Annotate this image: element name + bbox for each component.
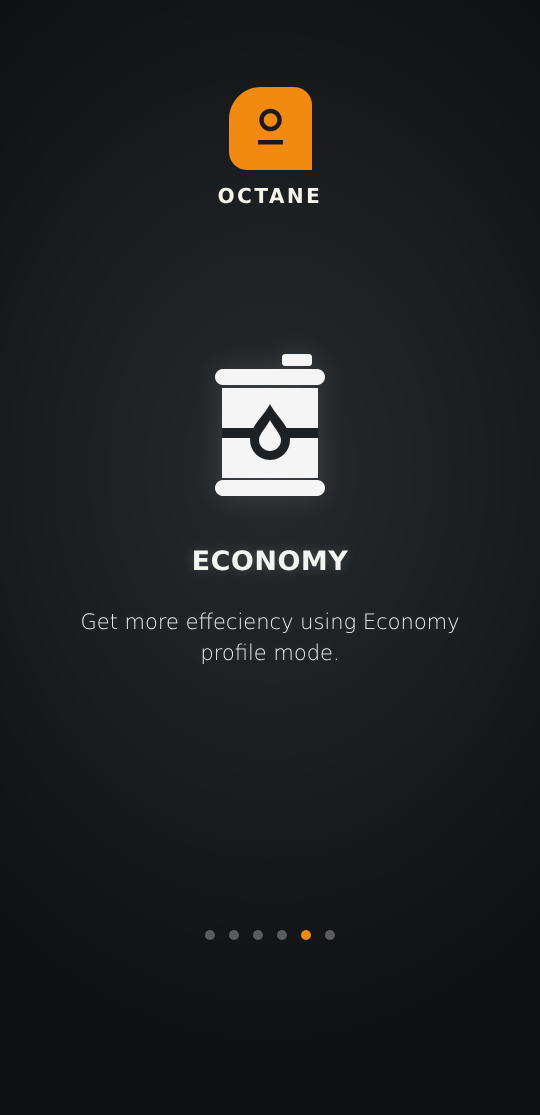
pagination-dots [0, 930, 540, 940]
oil-barrel-icon [215, 354, 325, 496]
pagination-dot[interactable] [277, 930, 287, 940]
pagination-dot[interactable] [205, 930, 215, 940]
pagination-dot-active[interactable] [301, 930, 311, 940]
slide-description: Get more effeciency using Economy profil… [80, 610, 460, 665]
pagination-dot[interactable] [253, 930, 263, 940]
logo-mark-icon [258, 108, 283, 145]
pagination-dot[interactable] [229, 930, 239, 940]
octane-logo [229, 87, 312, 170]
slide-title: ECONOMY [191, 546, 349, 577]
brand-name: OCTANE [217, 184, 323, 208]
pagination-dot[interactable] [325, 930, 335, 940]
